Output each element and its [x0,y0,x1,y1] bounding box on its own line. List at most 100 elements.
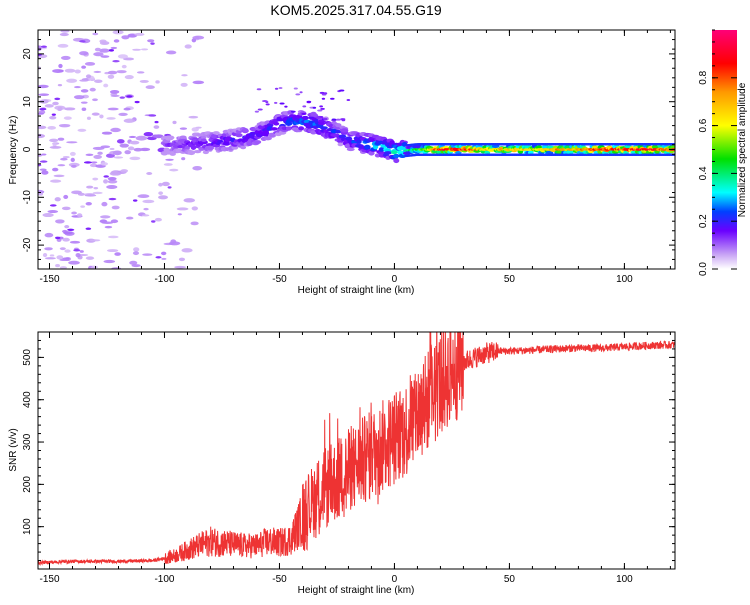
noise-blob [100,145,111,149]
spectral-ridge-cell [201,135,207,140]
noise-blob [74,69,81,74]
noise-blob [278,86,283,89]
noise-blob [85,227,92,230]
noise-blob [177,213,182,216]
noise-blob [83,161,92,164]
noise-blob [94,47,102,52]
noise-blob [125,216,134,220]
x-tick-label: 50 [504,574,516,585]
noise-blob [112,59,120,63]
noise-blob [192,35,205,40]
noise-blob [145,85,155,90]
noise-blob [80,101,88,104]
figure-title: KOM5.2025.317.04.55.G19 [270,2,441,18]
noise-blob [123,107,131,111]
noise-blob [107,176,117,181]
noise-blob [151,220,156,223]
spectral-ridge-cell [210,133,218,139]
noise-blob [89,87,96,92]
noise-blob [132,199,138,202]
noise-blob [284,105,288,108]
colorbar-tick-label: 0.6 [698,118,709,132]
noise-blob [132,251,139,256]
noise-blob [39,160,48,163]
noise-blob [97,151,103,155]
y-tick-label: 500 [22,349,33,366]
noise-blob [100,55,110,58]
spectral-ridge-cell [308,120,315,125]
noise-blob [154,134,164,139]
noise-blob [68,260,80,265]
noise-blob [123,118,136,123]
noise-blob [57,43,69,48]
noise-blob [84,194,97,197]
spectral-ridge-cell [317,121,326,126]
noise-blob [179,127,188,130]
noise-blob [44,104,54,108]
noise-blob [107,107,119,111]
noise-blob [79,40,86,43]
noise-blob [84,61,96,66]
colorbar-gradient [712,30,737,269]
noise-blob [57,106,63,111]
noise-blob [55,219,65,224]
noise-blob [80,89,89,93]
y-tick-label: 100 [22,518,33,535]
noise-blob [92,177,99,181]
spectral-ridge-cell [384,151,392,155]
y-tick-label: 0 [22,146,33,152]
noise-blob [52,167,59,172]
snr-ticks: -150 -100 -50 0 50 100 100 200 300 400 500 [22,331,675,585]
noise-blob [86,185,94,189]
spectral-ridge-cell [363,144,371,150]
noise-blob [293,87,298,90]
noise-blob [90,161,98,164]
spectrogram-xlabel: Height of straight line (km) [298,285,415,296]
noise-blob [101,221,114,224]
noise-blob [81,65,87,69]
noise-blob [312,106,317,109]
noise-blob [52,101,59,106]
noise-blob [55,236,61,240]
noise-blob [61,206,71,211]
noise-blob [117,54,128,59]
spectral-ridge-cell [200,138,207,143]
noise-blob [106,117,116,120]
noise-blob [129,260,138,265]
noise-blob [160,251,167,256]
noise-blob [265,103,270,106]
noise-blob [71,190,82,195]
spectral-ridge-cell [301,115,309,121]
noise-blob [107,70,118,75]
noise-blob [154,120,159,124]
noise-blob [158,182,163,187]
spectral-ridge-cell [240,145,247,150]
noise-blob [191,127,199,132]
noise-blob [321,97,326,100]
spectral-ridge-cell [231,145,239,150]
snr-panel: -150 -100 -50 0 50 100 100 200 300 400 500 Height … [8,331,676,596]
noise-blob [146,172,153,175]
x-tick-label: 50 [504,274,516,285]
noise-blob [73,95,85,100]
noise-blob [55,264,60,268]
noise-blob [319,115,324,118]
noise-blob [306,100,312,103]
noise-blob [101,201,108,207]
noise-blob [47,210,59,214]
noise-blob [134,32,145,36]
noise-blob [109,89,120,94]
spectral-ridge-cell [270,127,278,131]
noise-blob [59,247,66,251]
noise-blob [183,198,196,203]
spectral-ridge-cell [374,153,381,158]
spectral-ridge-cell [262,130,270,135]
noise-blob [71,164,77,168]
spectral-ridge-cell [475,144,483,149]
noise-blob [62,237,70,242]
y-tick-label: 20 [22,48,33,60]
spectral-ridge-cell [378,147,385,152]
noise-blob [92,32,99,36]
noise-blob [256,88,262,91]
